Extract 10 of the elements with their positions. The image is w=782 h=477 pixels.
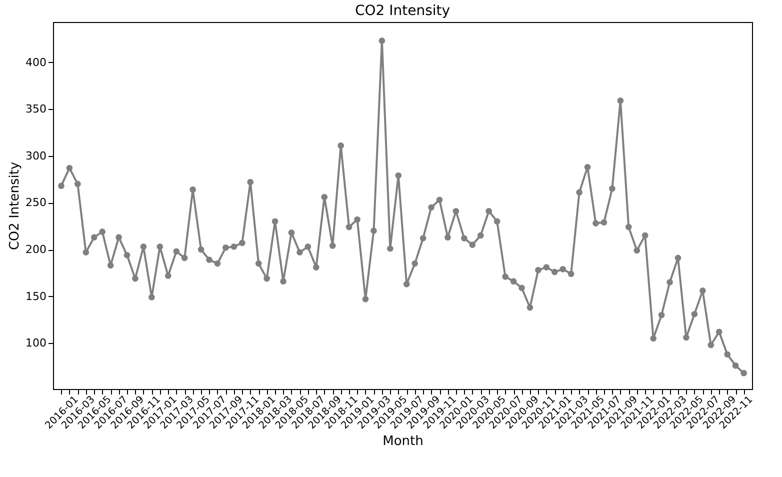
- x-axis-title: Month: [382, 434, 424, 449]
- y-tick-label: 150: [26, 290, 46, 303]
- y-tick-label: 100: [26, 336, 46, 350]
- y-tick-label: 250: [26, 196, 46, 210]
- chart-title: CO2 Intensity: [354, 3, 450, 19]
- y-tick-label: 350: [26, 102, 46, 116]
- y-tick-label: 400: [26, 56, 46, 69]
- y-tick-label: 300: [26, 149, 46, 162]
- y-axis-title: CO2 Intensity: [8, 162, 23, 250]
- y-tick-label: 200: [26, 243, 46, 256]
